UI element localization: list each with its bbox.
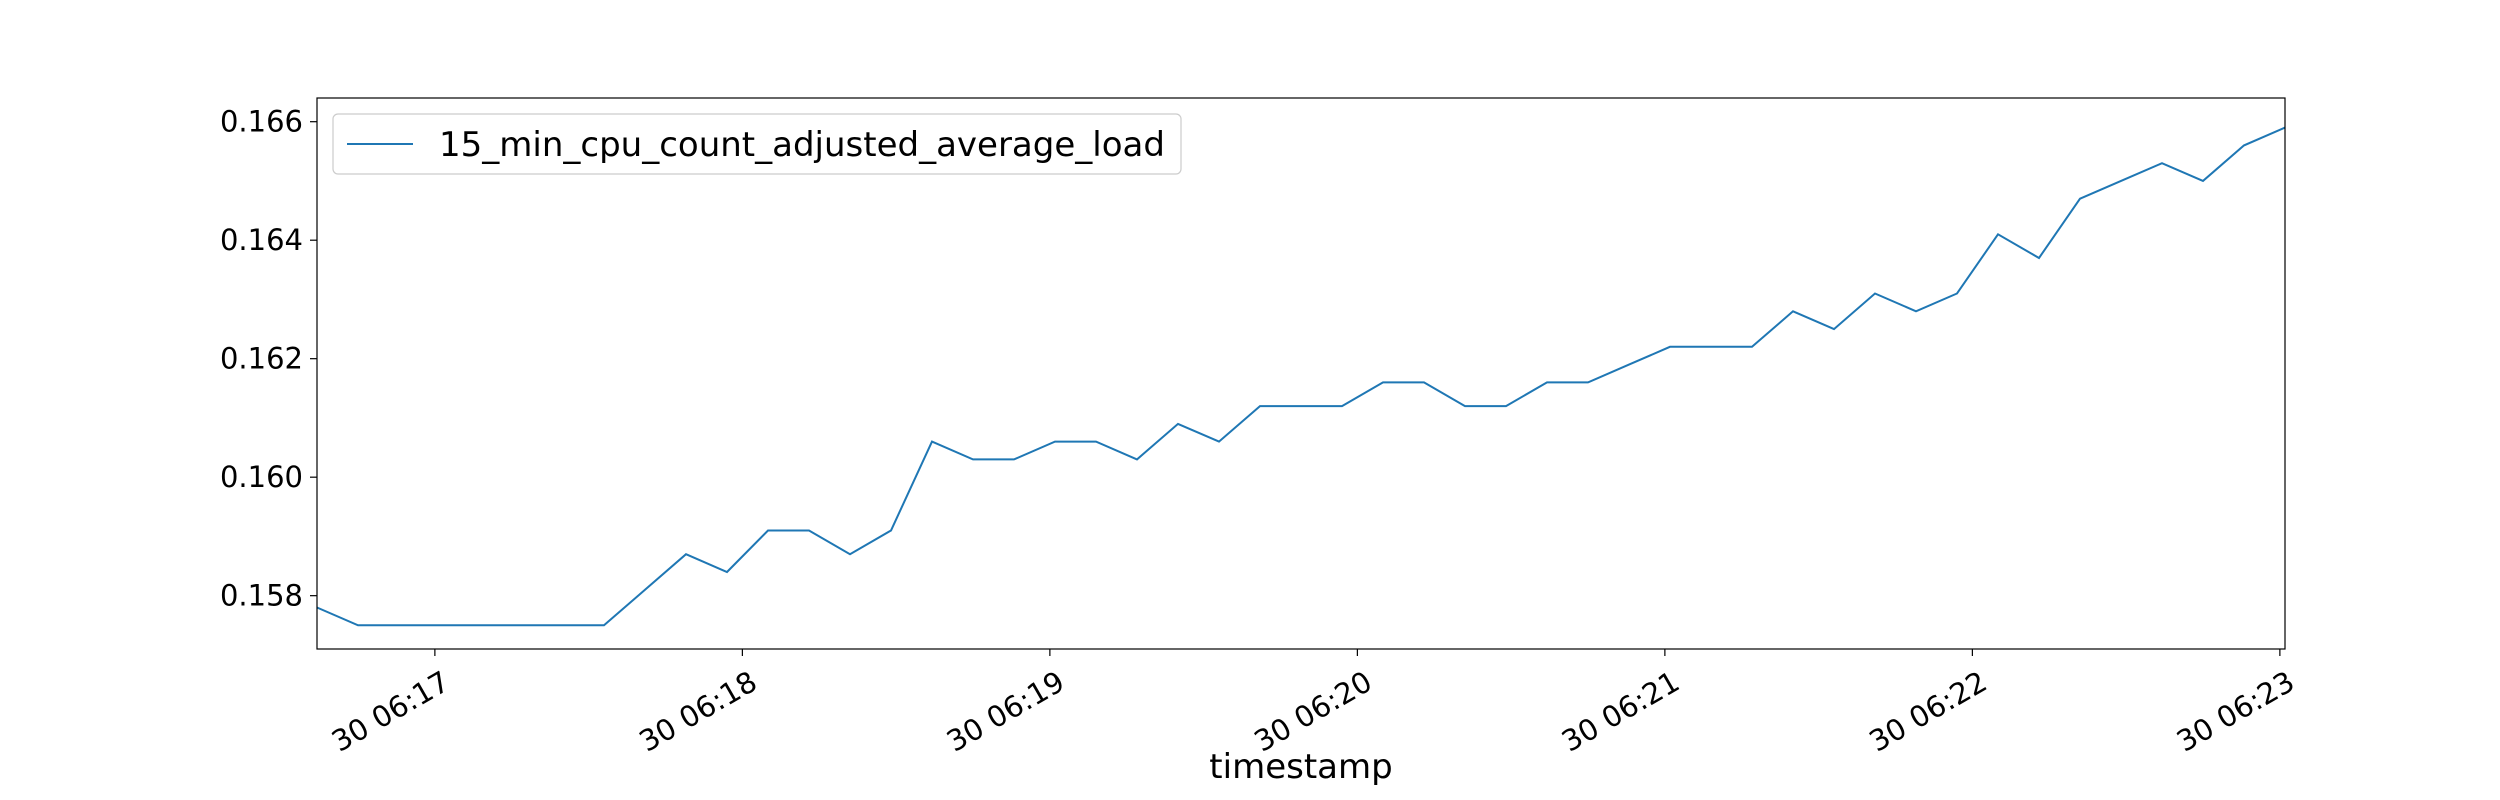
- x-axis-ticks: 30 06:17 30 06:18 30 06:19 30 06:20 30 06:21…: [326, 649, 2300, 759]
- y-axis-ticks: 0.158 0.160 0.162 0.164 0.166: [220, 105, 317, 613]
- x-tick-label: 30 06:23: [2171, 664, 2300, 758]
- y-tick-label: 0.160: [220, 460, 303, 494]
- legend: 15_min_cpu_count_adjusted_average_load: [332, 113, 1182, 175]
- x-tick-label: 30 06:17: [326, 664, 455, 758]
- x-tick-label: 30 06:19: [941, 664, 1070, 758]
- plot-area-frame: [316, 97, 2286, 650]
- legend-box: [332, 113, 1182, 175]
- series-line-15-min-cpu-load: [316, 126, 2286, 627]
- y-tick-label: 0.158: [220, 579, 303, 613]
- y-tick-label: 0.166: [220, 105, 303, 139]
- x-axis-title: timestamp: [1209, 747, 1392, 787]
- x-tick-label: 30 06:20: [1248, 664, 1377, 758]
- x-tick-label: 30 06:21: [1556, 664, 1685, 758]
- x-tick-label: 30 06:18: [633, 664, 762, 758]
- x-tick-label: 30 06:22: [1863, 664, 1992, 758]
- y-tick-label: 0.164: [220, 223, 303, 257]
- legend-label: 15_min_cpu_count_adjusted_average_load: [439, 125, 1165, 165]
- y-tick-label: 0.162: [220, 342, 303, 376]
